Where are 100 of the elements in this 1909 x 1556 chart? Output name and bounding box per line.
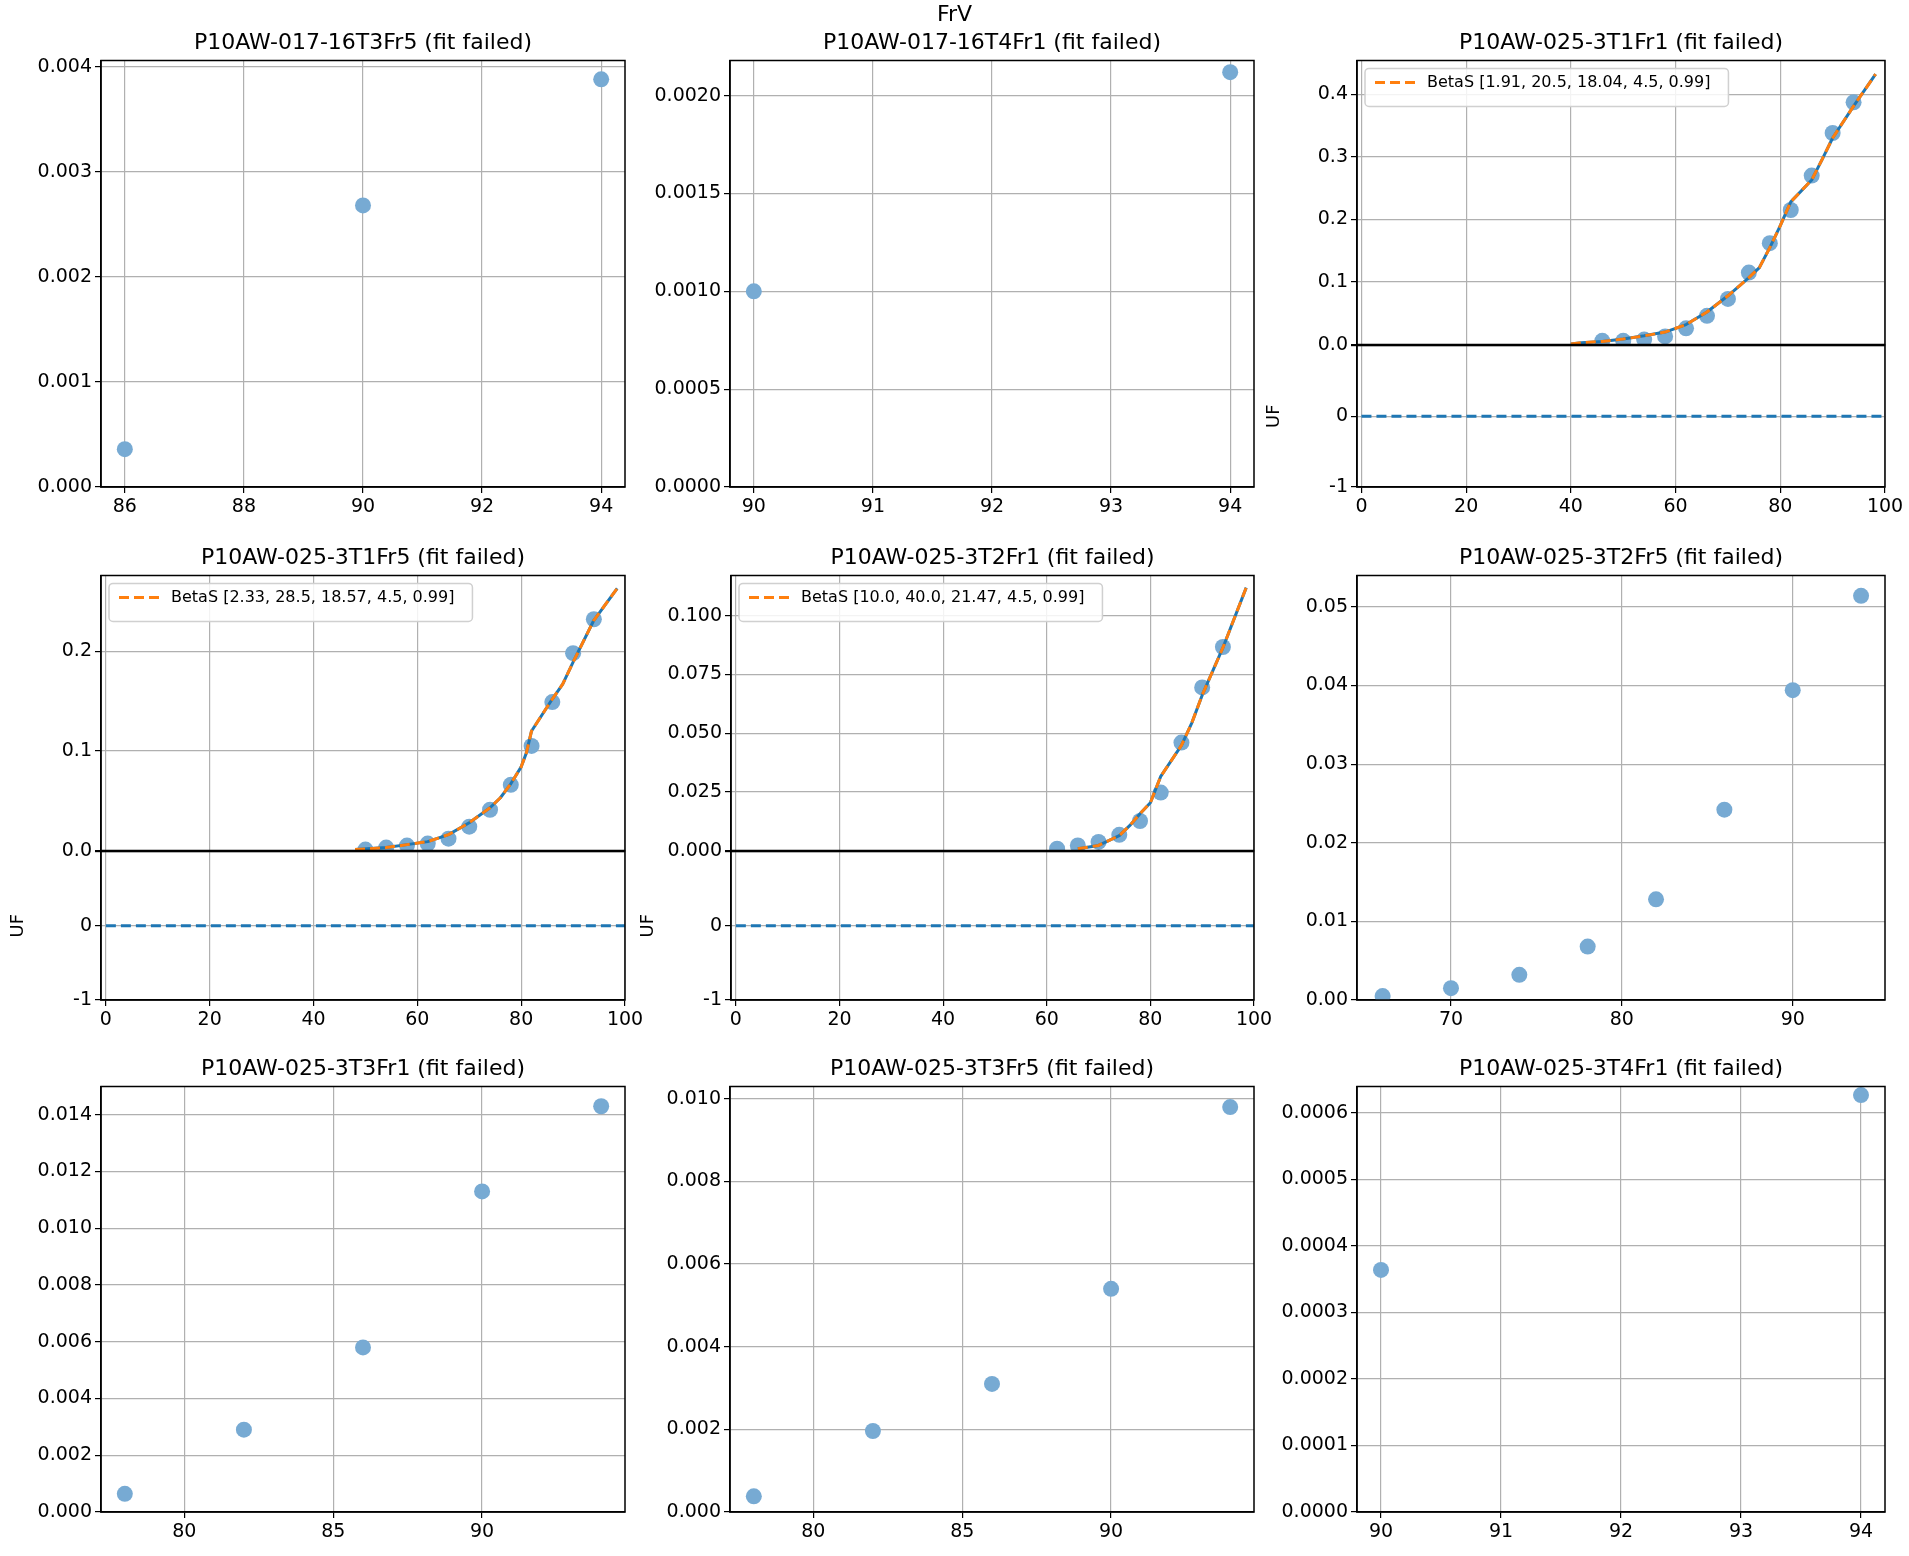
x-tick-label: 0 bbox=[1355, 494, 1368, 517]
y-axis-title: UF bbox=[1262, 404, 1284, 428]
y-tick-label: 0.02 bbox=[1305, 829, 1348, 852]
y-tick-label: 0 bbox=[79, 912, 92, 935]
x-tick-label: 93 bbox=[1099, 494, 1124, 517]
x-tick-label: 90 bbox=[350, 494, 376, 517]
legend-label: BetaS [10.0, 40.0, 21.47, 4.5, 0.99] bbox=[801, 587, 1085, 607]
x-tick-label: 90 bbox=[1368, 1519, 1394, 1542]
chart-title: P10AW-025-3T1Fr1 (fit failed) bbox=[1458, 29, 1784, 54]
y-tick-label: 0.0020 bbox=[654, 82, 721, 105]
x-tick-label: 20 bbox=[827, 1007, 852, 1030]
y-tick-label: -1 bbox=[703, 986, 722, 1009]
chart-title: P10AW-025-3T3Fr1 (fit failed) bbox=[200, 1055, 526, 1080]
x-tick-label: 40 bbox=[1558, 494, 1583, 517]
chart-title: P10AW-025-3T2Fr5 (fit failed) bbox=[1458, 544, 1784, 569]
x-tick-label: 90 bbox=[470, 1519, 495, 1542]
y-tick-label: 0.04 bbox=[1305, 672, 1348, 695]
x-tick-label: 92 bbox=[1608, 1519, 1634, 1542]
text: FrV bbox=[935, 1, 974, 26]
y-tick-label: 0.0010 bbox=[654, 278, 721, 301]
y-tick-label: 0.008 bbox=[37, 1271, 92, 1294]
y-tick-label: 0.4 bbox=[1317, 81, 1348, 104]
y-tick-label: 0.002 bbox=[666, 1416, 721, 1439]
y-tick-label: -1 bbox=[73, 986, 92, 1009]
chart-title: P10AW-025-3T4Fr1 (fit failed) bbox=[1458, 1055, 1784, 1080]
x-tick-label: 40 bbox=[931, 1007, 956, 1030]
x-tick-label: 94 bbox=[1218, 494, 1243, 517]
x-tick-label: 92 bbox=[470, 494, 495, 517]
y-tick-label: 0.0002 bbox=[1281, 1365, 1348, 1388]
y-tick-label: 0.0005 bbox=[654, 376, 721, 399]
y-tick-label: 0.1 bbox=[1317, 268, 1348, 291]
y-tick-label: 0 bbox=[1335, 403, 1348, 426]
y-tick-label: 0.0 bbox=[1317, 331, 1348, 354]
x-tick-label: 20 bbox=[1454, 494, 1479, 517]
y-tick-label: 0.2 bbox=[1317, 206, 1348, 229]
x-tick-label: 85 bbox=[321, 1519, 346, 1542]
y-tick-label: 0.05 bbox=[1305, 593, 1348, 616]
y-tick-label: 0.012 bbox=[37, 1158, 92, 1181]
y-tick-label: 0.014 bbox=[37, 1101, 92, 1124]
y-tick-label: 0.002 bbox=[37, 1442, 92, 1465]
x-tick-label: 80 bbox=[172, 1519, 197, 1542]
x-tick-label: 88 bbox=[231, 494, 256, 517]
y-tick-label: -1 bbox=[1329, 473, 1348, 496]
y-tick-label: 0.002 bbox=[37, 263, 92, 286]
y-tick-label: 0.3 bbox=[1317, 143, 1348, 166]
x-tick-label: 0 bbox=[729, 1007, 742, 1030]
y-tick-label: 0.004 bbox=[666, 1333, 721, 1356]
y-tick-label: 0.00 bbox=[1305, 986, 1348, 1009]
legend-label: BetaS [2.33, 28.5, 18.57, 4.5, 0.99] bbox=[171, 587, 455, 607]
chart-title: P10AW-025-3T2Fr1 (fit failed) bbox=[829, 544, 1156, 569]
x-tick-label: 60 bbox=[405, 1007, 430, 1030]
x-tick-label: 100 bbox=[606, 1007, 644, 1030]
legend-label: BetaS [1.91, 20.5, 18.04, 4.5, 0.99] bbox=[1427, 72, 1711, 92]
y-tick-label: 0.006 bbox=[37, 1328, 92, 1351]
x-tick-label: 100 bbox=[1866, 494, 1904, 517]
chart-title: P10AW-025-3T1Fr5 (fit failed) bbox=[200, 544, 526, 569]
x-tick-label: 80 bbox=[801, 1519, 826, 1542]
x-tick-label: 86 bbox=[112, 494, 137, 517]
y-axis-title: UF bbox=[6, 913, 28, 938]
y-tick-label: 0.010 bbox=[666, 1085, 721, 1108]
chart-title: P10AW-017-16T4Fr1 (fit failed) bbox=[822, 29, 1162, 54]
x-tick-label: 80 bbox=[509, 1007, 534, 1030]
y-tick-label: 0.0 bbox=[61, 837, 92, 860]
y-tick-label: 0.0006 bbox=[1281, 1099, 1348, 1122]
y-tick-label: 0.03 bbox=[1305, 751, 1348, 774]
x-tick-label: 94 bbox=[1848, 1519, 1874, 1542]
y-tick-label: 0.025 bbox=[667, 778, 722, 801]
y-tick-label: 0.004 bbox=[37, 53, 92, 76]
y-tick-label: 0.0001 bbox=[1281, 1432, 1348, 1455]
x-tick-label: 94 bbox=[589, 494, 614, 517]
y-axis-title: UF bbox=[636, 913, 658, 938]
y-tick-label: 0.010 bbox=[37, 1215, 92, 1238]
x-tick-label: 90 bbox=[741, 494, 766, 517]
y-tick-label: 0 bbox=[709, 912, 722, 935]
x-tick-label: 91 bbox=[1488, 1519, 1514, 1542]
y-tick-label: 0.008 bbox=[666, 1168, 721, 1191]
y-tick-label: 0.003 bbox=[37, 158, 92, 181]
y-tick-label: 0.000 bbox=[37, 1498, 92, 1521]
x-tick-label: 60 bbox=[1663, 494, 1688, 517]
y-tick-label: 0.0000 bbox=[1281, 1498, 1348, 1521]
x-tick-label: 80 bbox=[1138, 1007, 1163, 1030]
x-tick-label: 80 bbox=[1768, 494, 1793, 517]
y-tick-label: 0.004 bbox=[37, 1385, 92, 1408]
y-tick-label: 0.0004 bbox=[1281, 1232, 1348, 1255]
x-tick-label: 80 bbox=[1609, 1007, 1634, 1030]
x-tick-label: 91 bbox=[860, 494, 885, 517]
y-tick-label: 0.000 bbox=[666, 1498, 721, 1521]
x-tick-label: 60 bbox=[1034, 1007, 1059, 1030]
x-tick-label: 85 bbox=[950, 1519, 975, 1542]
x-tick-label: 0 bbox=[99, 1007, 112, 1030]
y-tick-label: 0.100 bbox=[667, 602, 722, 625]
x-tick-label: 20 bbox=[197, 1007, 222, 1030]
y-tick-label: 0.000 bbox=[37, 473, 92, 496]
x-tick-label: 100 bbox=[1235, 1007, 1273, 1030]
x-tick-label: 90 bbox=[1099, 1519, 1124, 1542]
y-tick-label: 0.050 bbox=[667, 720, 722, 743]
y-tick-label: 0.1 bbox=[61, 737, 92, 760]
chart-title: P10AW-017-16T3Fr5 (fit failed) bbox=[193, 29, 533, 54]
y-tick-label: 0.0005 bbox=[1281, 1166, 1348, 1189]
chart-title: P10AW-025-3T3Fr5 (fit failed) bbox=[829, 1055, 1155, 1080]
